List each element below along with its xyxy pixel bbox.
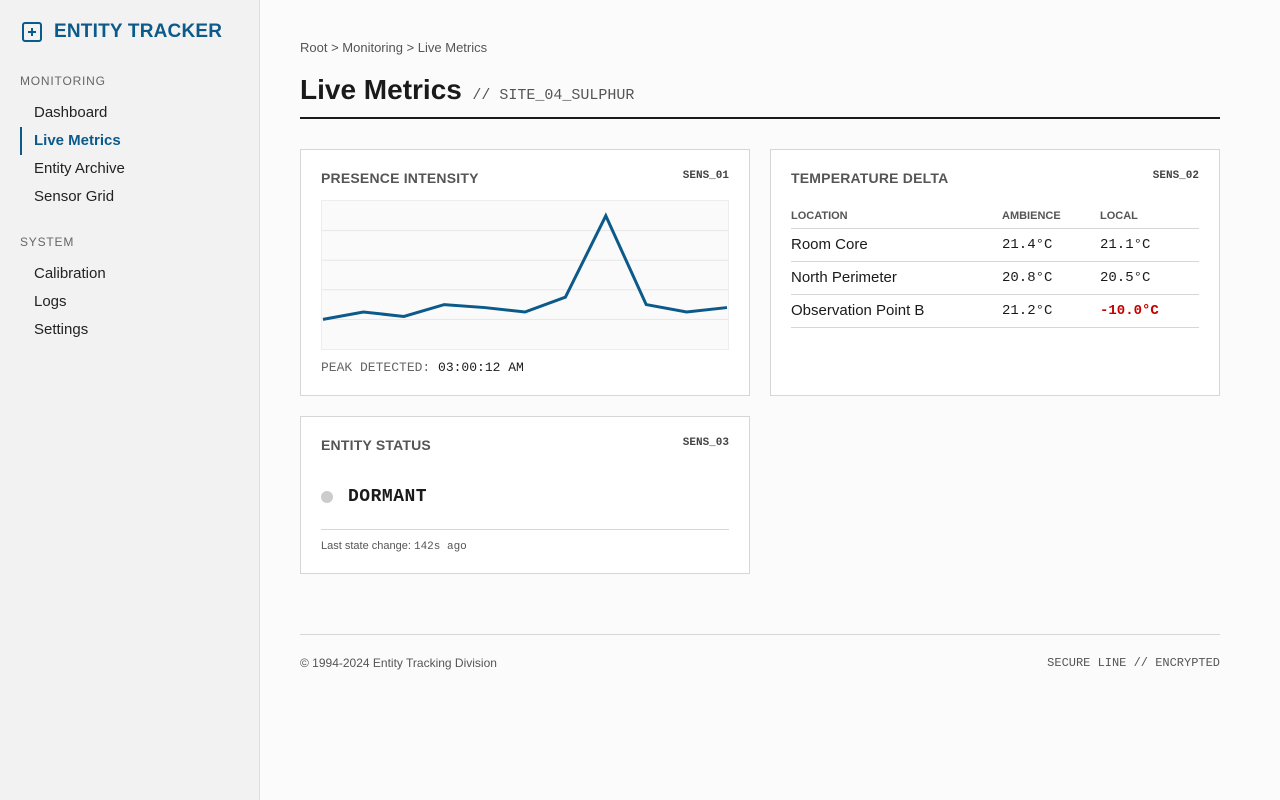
last-state-change-label: Last state change: bbox=[321, 540, 411, 552]
sidebar-item-calibration[interactable]: Calibration bbox=[34, 265, 106, 282]
status-card-title: ENTITY STATUS bbox=[321, 437, 431, 453]
breadcrumb: Root > Monitoring > Live Metrics bbox=[300, 40, 488, 55]
column-header-ambience: AMBIENCE bbox=[1002, 204, 1100, 229]
presence-intensity-card: PRESENCE INTENSITY SENS_01 PEAK DETECTED… bbox=[300, 149, 750, 396]
chart-grid bbox=[322, 230, 728, 320]
presence-chart bbox=[321, 200, 729, 350]
location-cell: North Perimeter bbox=[791, 261, 1002, 295]
temperature-table: LOCATION AMBIENCE LOCAL Room Core 21.4°C… bbox=[791, 204, 1199, 328]
location-cell: Observation Point B bbox=[791, 294, 1002, 328]
presence-sensor-code: SENS_01 bbox=[682, 170, 729, 182]
last-state-change-value: 142s ago bbox=[413, 541, 467, 553]
sidebar-item-dashboard[interactable]: Dashboard bbox=[34, 104, 108, 121]
sidebar-item-live-metrics[interactable]: Live Metrics bbox=[20, 127, 240, 155]
site-tag: // SITE_04_SULPHUR bbox=[472, 87, 635, 104]
plus-square-icon bbox=[20, 20, 44, 44]
location-cell: Room Core bbox=[791, 228, 1002, 262]
peak-label: PEAK DETECTED: bbox=[321, 360, 431, 375]
ambience-cell: 21.2°C bbox=[1002, 294, 1100, 328]
table-row: Observation Point B 21.2°C -10.0°C bbox=[791, 294, 1199, 328]
local-cell-alert: -10.0°C bbox=[1100, 294, 1199, 328]
table-header-row: LOCATION AMBIENCE LOCAL bbox=[791, 204, 1199, 229]
table-row: Room Core 21.4°C 21.1°C bbox=[791, 228, 1199, 262]
status-divider bbox=[321, 529, 729, 530]
footer-copyright: © 1994-2024 Entity Tracking Division bbox=[300, 656, 497, 670]
nav-section-system: SYSTEM Calibration Logs Settings bbox=[20, 234, 240, 344]
local-cell: 21.1°C bbox=[1100, 228, 1199, 262]
column-header-location: LOCATION bbox=[791, 204, 1002, 229]
temperature-card-title: TEMPERATURE DELTA bbox=[791, 170, 949, 186]
brand-title: ENTITY TRACKER bbox=[54, 21, 223, 42]
ambience-cell: 20.8°C bbox=[1002, 261, 1100, 295]
sidebar-item-sensor-grid[interactable]: Sensor Grid bbox=[34, 188, 115, 205]
status-sensor-code: SENS_03 bbox=[682, 437, 729, 449]
temperature-sensor-code: SENS_02 bbox=[1152, 170, 1199, 182]
nav-heading-monitoring: MONITORING bbox=[20, 74, 106, 88]
sidebar: ENTITY TRACKER MONITORING Dashboard Live… bbox=[0, 0, 260, 800]
status-dot-icon bbox=[321, 491, 333, 503]
temperature-delta-card: TEMPERATURE DELTA SENS_02 LOCATION AMBIE… bbox=[770, 149, 1220, 396]
table-row: North Perimeter 20.8°C 20.5°C bbox=[791, 261, 1199, 295]
sidebar-item-logs[interactable]: Logs bbox=[34, 293, 67, 310]
title-row: Live Metrics // SITE_04_SULPHUR bbox=[300, 74, 1220, 119]
status-badge: DORMANT bbox=[348, 487, 428, 507]
status-indicator-row: DORMANT bbox=[321, 487, 427, 507]
sidebar-item-settings[interactable]: Settings bbox=[34, 321, 89, 338]
peak-detected: PEAK DETECTED: 03:00:12 AM bbox=[321, 360, 524, 375]
sidebar-item-entity-archive[interactable]: Entity Archive bbox=[34, 160, 125, 177]
presence-series-line bbox=[322, 212, 728, 321]
entity-status-card: ENTITY STATUS SENS_03 DORMANT Last state… bbox=[300, 416, 750, 574]
column-header-local: LOCAL bbox=[1100, 204, 1199, 229]
page-title: Live Metrics bbox=[300, 74, 462, 105]
footer: © 1994-2024 Entity Tracking Division SEC… bbox=[300, 634, 1220, 670]
nav-heading-system: SYSTEM bbox=[20, 235, 75, 249]
presence-card-title: PRESENCE INTENSITY bbox=[321, 170, 479, 186]
nav-section-monitoring: MONITORING Dashboard Live Metrics Entity… bbox=[20, 73, 240, 211]
ambience-cell: 21.4°C bbox=[1002, 228, 1100, 262]
local-cell: 20.5°C bbox=[1100, 261, 1199, 295]
peak-time: 03:00:12 AM bbox=[438, 360, 524, 375]
presence-chart-svg bbox=[322, 212, 728, 321]
last-state-change: Last state change: 142s ago bbox=[321, 540, 467, 553]
footer-secure-line: SECURE LINE // ENCRYPTED bbox=[1047, 656, 1220, 670]
brand[interactable]: ENTITY TRACKER bbox=[20, 20, 222, 44]
chart-points bbox=[322, 215, 728, 320]
